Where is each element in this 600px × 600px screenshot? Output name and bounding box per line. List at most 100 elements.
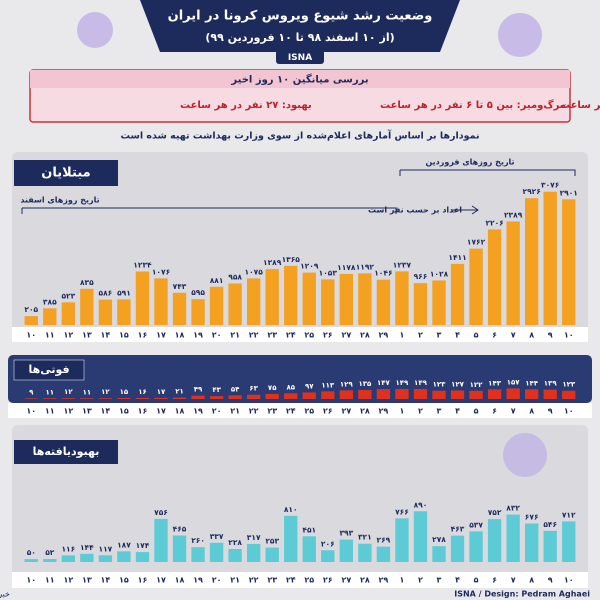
credit: ISNA / Design: Pedram Aghaei	[454, 590, 590, 599]
x-tick-label: ۱۶	[138, 576, 148, 585]
x-tick-label: ۶	[492, 331, 497, 340]
x-tick-label: ۲۸	[360, 576, 370, 585]
x-tick-label: ۱۹	[193, 576, 203, 585]
value-label: ۲۷۸	[432, 535, 446, 544]
bar	[246, 543, 261, 562]
value-label: ۸۵	[286, 383, 295, 391]
value-label: ۹	[29, 388, 34, 396]
x-tick-label: ۴	[455, 331, 460, 340]
bracket	[21, 207, 397, 214]
bar	[154, 278, 168, 325]
summary-title: بررسی میانگین ۱۰ روز اخیر	[230, 73, 368, 86]
bar	[543, 389, 557, 399]
bar	[228, 549, 242, 562]
bar	[543, 530, 557, 562]
x-tick-label: ۲۲	[249, 331, 259, 340]
x-tick-label: ۲۶	[323, 576, 333, 585]
x-tick-label: ۲۸	[360, 331, 370, 340]
summary-item: بهبود: ۲۷ نفر در هر ساعت	[180, 100, 312, 111]
value-label: ۱۵	[120, 388, 129, 396]
x-tick-label: ۲۳	[267, 407, 277, 416]
value-label: ۱۲	[101, 388, 110, 396]
value-label: ۲۲۸	[228, 538, 242, 547]
bar	[209, 286, 224, 325]
bar	[395, 388, 409, 399]
bar	[506, 514, 520, 562]
bar	[154, 518, 168, 562]
footer-agency: خبرگزاری دانشجویان ایران، ایسنا	[0, 589, 10, 599]
value-label: ۱۱۷۸	[337, 263, 356, 272]
x-tick-label: ۸	[529, 576, 534, 585]
x-tick-label: ۲۱	[230, 407, 240, 416]
bar	[80, 398, 94, 399]
value-label: ۱۲۳۴	[133, 261, 152, 270]
annotation: اعداد بر حسب نفر است	[368, 206, 462, 215]
x-tick-label: ۱۷	[156, 331, 166, 340]
x-tick-label: ۲۷	[341, 576, 351, 585]
x-tick-label: ۱	[399, 407, 404, 416]
value-label: ۴۳	[212, 386, 221, 394]
value-label: ۸۳۲	[506, 504, 520, 513]
value-label: ۵۴۶	[543, 520, 557, 529]
value-label: ۱۴۱۱	[448, 253, 466, 262]
value-label: ۱۱۹۲	[356, 262, 375, 271]
bar	[321, 550, 335, 562]
section-title: مبتلایان	[41, 166, 90, 181]
bar	[487, 229, 502, 325]
value-label: ۳۳۷	[210, 532, 224, 541]
value-label: ۲۹۲۶	[523, 187, 541, 196]
x-tick-label: ۱۰	[564, 576, 574, 585]
bar	[135, 271, 150, 325]
x-tick-label: ۲۴	[286, 576, 296, 585]
value-label: ۲۶۰	[191, 536, 205, 545]
x-tick-label: ۱۹	[193, 331, 203, 340]
x-tick-label: ۱۱	[45, 576, 55, 585]
x-tick-label: ۲۵	[304, 576, 314, 585]
x-tick-label: ۲۲	[249, 576, 259, 585]
summary-item: مرگ‌ومیر: بین ۵ تا ۶ نفر در هر ساعت	[380, 98, 566, 111]
bar	[358, 389, 372, 399]
summary-head	[30, 70, 570, 88]
bar	[358, 543, 372, 562]
bar	[413, 511, 428, 562]
bar	[339, 273, 354, 325]
section-title: بهبودیافته‌ها	[33, 445, 100, 458]
value-label: ۱۱۷	[99, 544, 113, 553]
x-tick-label: ۸	[529, 407, 534, 416]
x-tick-label: ۲۰	[212, 576, 222, 585]
value-label: ۵۸۶	[99, 289, 113, 298]
panel	[8, 355, 592, 403]
x-tick-label: ۲۵	[304, 331, 314, 340]
bar	[265, 269, 279, 325]
x-tick-label: ۵	[474, 576, 479, 585]
value-label: ۴۶۵	[173, 524, 187, 533]
bar	[524, 389, 539, 399]
x-tick-label: ۱۵	[119, 331, 129, 340]
value-label: ۷۶۶	[395, 507, 409, 516]
value-label: ۱۴۷	[377, 379, 391, 387]
value-label: ۳۱۷	[247, 533, 261, 542]
bar	[209, 542, 224, 562]
bar	[413, 388, 428, 399]
value-label: ۱۴۹	[414, 379, 428, 387]
x-tick-label: ۲	[418, 407, 423, 416]
bar	[98, 299, 113, 325]
value-label: ۲۹۰۱	[560, 188, 578, 197]
bar	[562, 521, 576, 562]
x-tick-label: ۷	[511, 576, 516, 585]
agency-pill	[276, 50, 324, 64]
x-tick-label: ۲۶	[323, 331, 333, 340]
bar	[302, 536, 316, 562]
value-label: ۵۴	[231, 385, 240, 393]
x-tick-label: ۵	[474, 331, 479, 340]
x-tick-label: ۲۰	[212, 331, 222, 340]
value-label: ۹۷	[305, 382, 314, 390]
annotation: تاریخ روزهای فروردین	[425, 158, 514, 167]
bar	[135, 552, 150, 562]
x-tick-label: ۷	[511, 331, 516, 340]
value-label: ۷۵۶	[154, 508, 168, 517]
x-tick-label: ۱	[399, 576, 404, 585]
x-tick-label: ۱۱	[45, 331, 55, 340]
value-label: ۱۴۴	[80, 543, 94, 552]
virus-icon	[503, 433, 547, 477]
